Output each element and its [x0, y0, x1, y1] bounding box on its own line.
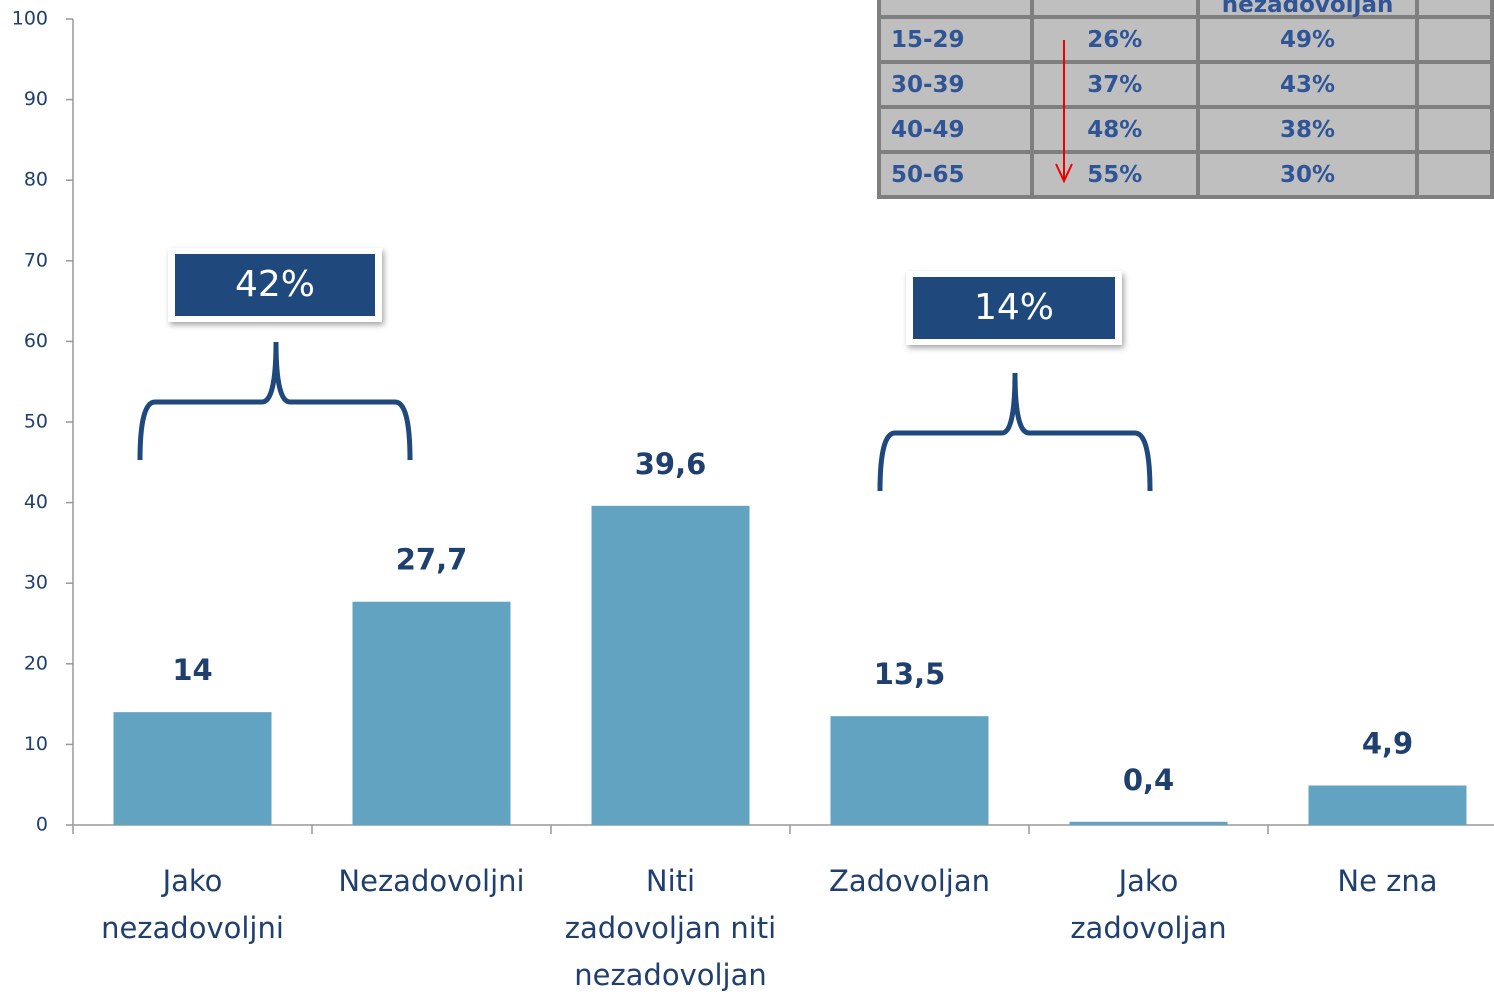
- cell: 55%: [1029, 150, 1200, 199]
- bar: [113, 712, 272, 825]
- value-label: 4,9: [1362, 727, 1413, 761]
- x-tick-label: Nezadovoljni: [338, 864, 524, 898]
- y-tick-label: 40: [24, 491, 48, 513]
- cell: 38%: [1195, 105, 1420, 154]
- x-tick-label: nezadovoljan: [574, 958, 767, 992]
- cell: [877, 0, 1034, 19]
- cell: 26%: [1029, 15, 1200, 64]
- value-label: 13,5: [874, 657, 946, 691]
- bar: [591, 505, 750, 825]
- annotation: 42%: [235, 264, 315, 305]
- cell: [1415, 15, 1494, 64]
- header-cell: nezadovoljan: [1195, 0, 1420, 19]
- cell: [1029, 0, 1200, 19]
- x-tick-label: zadovoljan: [1070, 911, 1226, 945]
- table-row: 30-39 37% 43%: [877, 60, 1494, 109]
- y-tick-label: 20: [24, 652, 48, 674]
- y-tick-label: 80: [24, 169, 48, 191]
- y-tick-label: 10: [24, 733, 48, 755]
- x-tick-label: Jako: [1117, 864, 1179, 898]
- bar: [830, 716, 989, 825]
- cell: 37%: [1029, 60, 1200, 109]
- cell: 50-65: [877, 150, 1034, 199]
- bar: [352, 601, 511, 825]
- table: nezadovoljan 15-29 26% 49% 30-39 37% 43% 40-…: [877, 0, 1494, 199]
- annotation-box: [913, 277, 1115, 339]
- cell: 49%: [1195, 15, 1420, 64]
- x-tick-label: Zadovoljan: [829, 864, 990, 898]
- table-row: 40-49 48% 38%: [877, 105, 1494, 154]
- bar: [1308, 785, 1467, 825]
- y-tick-label: 50: [24, 411, 48, 433]
- value-label: 39,6: [635, 447, 707, 481]
- cell: 40-49: [877, 105, 1034, 154]
- table-row: 50-65 55% 30%: [877, 150, 1494, 199]
- value-label: 27,7: [396, 543, 468, 577]
- y-tick-label: 30: [24, 572, 48, 594]
- y-tick-label: 70: [24, 249, 48, 271]
- y-tick-label: 0: [36, 814, 48, 836]
- brace-right: [877, 372, 1153, 492]
- annotation-box: [175, 254, 375, 316]
- table-header: nezadovoljan: [877, 0, 1494, 19]
- value-label: 14: [172, 653, 212, 687]
- cell: [1415, 105, 1494, 154]
- x-tick-label: nezadovoljni: [101, 911, 284, 945]
- value-label: 0,4: [1123, 763, 1174, 797]
- annotation: 14%: [974, 287, 1054, 328]
- cell: [1415, 0, 1494, 19]
- y-tick-label: 100: [12, 8, 48, 30]
- x-tick-label: Ne zna: [1337, 864, 1437, 898]
- cell: [1415, 150, 1494, 199]
- brace-left: [137, 341, 413, 461]
- cell: 43%: [1195, 60, 1420, 109]
- bar: [1069, 821, 1228, 825]
- x-tick-label: zadovoljan niti: [565, 911, 776, 945]
- x-tick-label: Niti: [646, 864, 695, 898]
- cell: 48%: [1029, 105, 1200, 154]
- cell: 30-39: [877, 60, 1034, 109]
- cell: 30%: [1195, 150, 1420, 199]
- cell: 15-29: [877, 15, 1034, 64]
- y-tick-label: 90: [24, 88, 48, 110]
- y-tick-label: 60: [24, 330, 48, 352]
- table-row: 15-29 26% 49%: [877, 15, 1494, 64]
- cell: [1415, 60, 1494, 109]
- x-tick-label: Jako: [161, 864, 223, 898]
